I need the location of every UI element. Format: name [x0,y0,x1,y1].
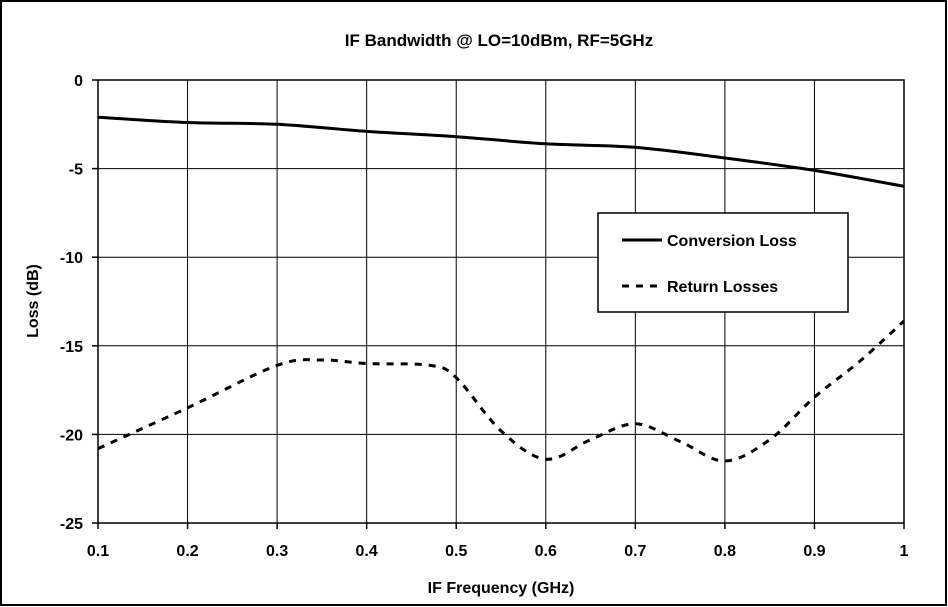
x-tick-label: 0.4 [356,543,378,560]
y-tick-label: -25 [60,516,83,533]
plot-area [97,79,905,524]
legend-label-conversion-loss: Conversion Loss [667,233,797,250]
x-tick-label: 0.1 [87,543,109,560]
x-tick-label: 0.8 [714,543,736,560]
legend-label-return-losses: Return Losses [667,279,778,296]
x-tick-label: 0.6 [535,543,557,560]
legend: Conversion Loss Return Losses [597,212,849,313]
x-axis-ticks: 0.1 0.2 0.3 0.4 0.5 0.6 0.7 0.8 0.9 1 [87,523,909,560]
x-axis-label: IF Frequency (GHz) [428,580,575,597]
series-group [97,115,906,463]
x-tick-label: 0.7 [624,543,646,560]
series-line-return-losses [97,319,906,463]
y-tick-label: -15 [60,339,83,356]
x-tick-label: 0.5 [445,543,467,560]
x-tick-label: 0.9 [803,543,825,560]
x-tick-label: 0.2 [176,543,198,560]
series-line-conversion-loss [97,115,905,188]
y-tick-label: -5 [69,162,83,179]
x-tick-label: 0.3 [266,543,288,560]
x-tick-label: 1 [900,543,909,560]
y-tick-label: -20 [60,427,83,444]
y-axis-ticks: 0 -5 -10 -15 -20 -25 [60,73,98,533]
y-tick-label: 0 [74,73,83,90]
y-tick-label: -10 [60,250,83,267]
chart-title: IF Bandwidth @ LO=10dBm, RF=5GHz [345,31,653,50]
legend-box [597,212,849,313]
y-axis-label: Loss (dB) [25,264,42,338]
